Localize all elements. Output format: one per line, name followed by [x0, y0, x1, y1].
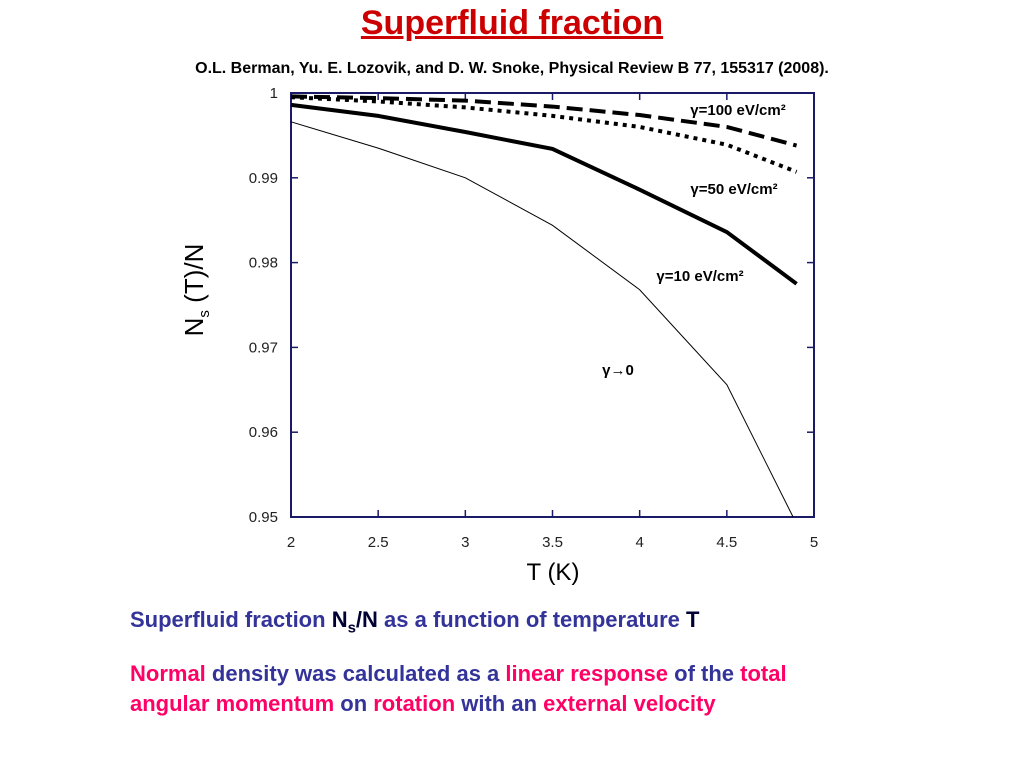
caption-text: rotation [373, 691, 456, 717]
series-label: γ→0 [602, 362, 634, 379]
caption-text: angular momentum [130, 691, 335, 717]
citation: O.L. Berman, Yu. E. Lozovik, and D. W. S… [195, 60, 829, 77]
caption-line: Normal density was calculated as a linea… [130, 659, 787, 689]
caption-line: Superfluid fraction Ns/N as a function o… [130, 605, 787, 643]
x-tick-label: 2 [287, 534, 295, 551]
caption-text: Superfluid fraction [130, 607, 332, 632]
caption-text: with an [455, 691, 544, 717]
x-tick-label: 4.5 [716, 534, 737, 551]
slide-title: Superfluid fraction [360, 4, 664, 42]
x-tick-label: 5 [810, 534, 818, 551]
x-tick-label: 2.5 [368, 534, 389, 551]
series-line [290, 94, 798, 148]
x-axis-title: T (K) [527, 559, 580, 586]
series-line [290, 102, 798, 286]
series-label: γ=50 eV/cm² [690, 181, 777, 198]
x-tick-label: 3.5 [542, 534, 563, 551]
y-axis-title-part: s [196, 310, 213, 318]
series-label: γ=10 eV/cm² [656, 268, 743, 285]
caption-text: density was calculated as a [205, 661, 506, 687]
y-axis-title: Ns (T)/N [179, 244, 213, 337]
caption-text: N [331, 607, 348, 632]
y-axis-title-part: N [179, 318, 209, 337]
caption-text: as a function of temperature [377, 607, 686, 632]
chart: 2 2.5 3 3.5 4 4.5 5 0.95 0.96 0.97 0.98 0.99 1 T (K) N… [179, 85, 818, 586]
series-line [290, 121, 794, 518]
plot-frame [290, 92, 815, 518]
y-tick-label: 0.95 [249, 509, 278, 526]
caption: Superfluid fraction Ns/N as a function o… [130, 605, 787, 719]
caption-text: linear response [505, 661, 669, 687]
y-tick-label: 1 [270, 85, 278, 102]
y-axis-title-part: (T)/N [179, 244, 209, 310]
caption-text: external velocity [543, 691, 716, 717]
caption-text: s [347, 619, 356, 637]
caption-text: Normal [130, 661, 206, 687]
caption-line: angular momentum on rotation with an ext… [130, 689, 787, 719]
y-tick-label: 0.96 [249, 424, 278, 441]
caption-text: of the [668, 661, 741, 687]
caption-text: /N [355, 607, 378, 632]
y-tick-label: 0.99 [249, 170, 278, 187]
y-tick-label: 0.97 [249, 339, 278, 356]
x-tick-label: 4 [635, 534, 643, 551]
series-label: γ=100 eV/cm² [690, 102, 786, 119]
y-tick-label: 0.98 [249, 255, 278, 272]
x-tick-label: 3 [461, 534, 469, 551]
caption-text: T [685, 607, 700, 632]
caption-text: total [740, 661, 787, 687]
series-line [290, 95, 798, 174]
caption-text: on [334, 691, 374, 717]
